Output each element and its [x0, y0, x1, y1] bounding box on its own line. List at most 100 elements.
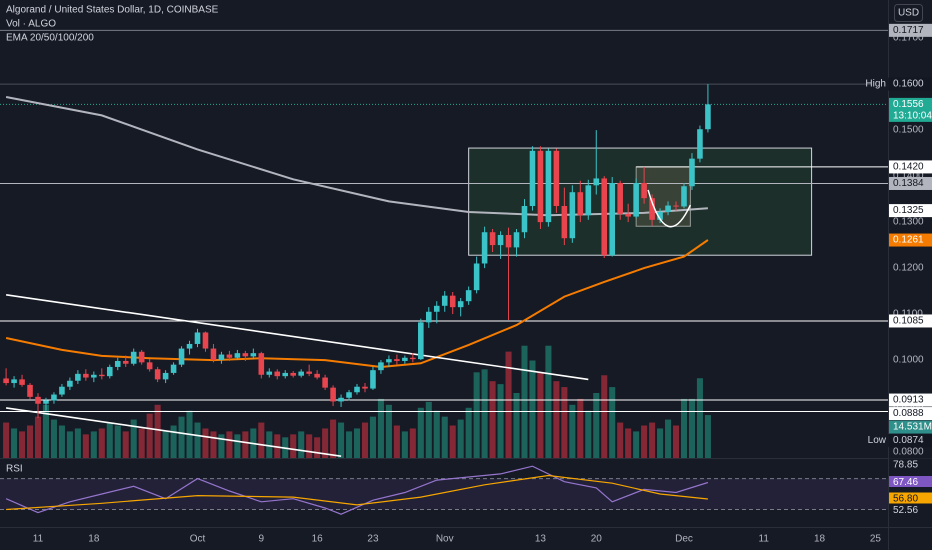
candle-body [274, 371, 281, 377]
candle-body [11, 379, 17, 384]
y-tick-label: 0.1000 [893, 355, 924, 366]
candle-body [186, 343, 193, 349]
y-tick-label: 0.1300 [893, 217, 924, 228]
volume-bar [585, 410, 592, 458]
overlay: Algorand / United States Dollar, 1D, COI… [6, 4, 932, 516]
extreme-tag: High [865, 79, 886, 90]
volume-bar [457, 419, 464, 458]
price-badge-label: 56.80 [893, 493, 918, 504]
price-badge-label: 0.1085 [893, 315, 924, 326]
volume-bar [633, 431, 640, 458]
volume-bar [162, 431, 169, 458]
price-badge [889, 97, 932, 122]
volume-bar [330, 419, 337, 458]
volume-bar [521, 345, 528, 458]
volume-bar [234, 434, 241, 458]
candle-body [99, 374, 105, 377]
candle-body [705, 104, 711, 130]
candle-body [242, 353, 249, 357]
price-badge [889, 204, 932, 218]
candle-body [218, 354, 225, 361]
candle-body [585, 185, 592, 216]
rsi-pane [0, 465, 888, 515]
volume-bar [274, 434, 281, 458]
volume-bar [569, 404, 576, 458]
candle-body [154, 369, 161, 380]
volume-bar [290, 434, 297, 458]
volume-bar [417, 407, 424, 458]
volume-bar [489, 381, 496, 458]
candle-body [505, 234, 512, 248]
price-badge [889, 233, 932, 247]
volume-bar [42, 404, 50, 458]
candle-body [537, 150, 544, 223]
candle-body [346, 392, 352, 398]
volume-bar [242, 431, 249, 458]
x-tick-label: 18 [88, 534, 100, 545]
candle-body [394, 359, 400, 361]
candle-body [545, 150, 552, 223]
volume-bar [361, 422, 369, 458]
volume-bar [513, 392, 520, 458]
volume-bar [138, 428, 145, 458]
candle-body [465, 290, 472, 302]
volume-bar [465, 407, 472, 458]
volume-bar [178, 416, 185, 458]
volume-legend: Vol · ALGO [6, 19, 56, 30]
rsi-line [6, 474, 708, 511]
volume-bar [226, 431, 233, 458]
price-badge-label: 0.1420 [893, 161, 924, 172]
candle-body [43, 400, 49, 404]
volume-bar [593, 392, 600, 458]
candle-body [202, 332, 209, 349]
candle-body [130, 351, 137, 364]
consolidation-box [468, 147, 813, 256]
price-badge-label: 67.46 [893, 477, 918, 488]
candle-body [449, 295, 456, 308]
price-badge-label: 0.1600 [893, 79, 924, 90]
candle-body [162, 372, 169, 380]
y-tick-label: 0.1400 [893, 171, 924, 182]
candle-body [3, 378, 9, 384]
volume-bar [529, 360, 536, 458]
volume-bar [393, 425, 400, 458]
volume-bar [314, 437, 321, 458]
candle-body [410, 357, 416, 360]
rsi-line [5, 465, 709, 515]
volume-bar [473, 372, 480, 458]
x-tick-label: Oct [190, 534, 206, 545]
x-tick-label: Dec [675, 534, 693, 545]
price-badge [889, 420, 932, 434]
x-tick-label: 20 [591, 534, 603, 545]
volume-bar [338, 422, 345, 458]
x-tick-label: 25 [870, 534, 882, 545]
candle-body [457, 301, 464, 308]
volume-bar [346, 431, 353, 458]
volume-bar [641, 425, 648, 458]
volume-bar [353, 428, 361, 458]
price-badge [889, 314, 932, 328]
candle-body [290, 372, 296, 376]
candle-body [330, 387, 336, 402]
volume-bar [130, 419, 137, 458]
x-tick-label: 9 [259, 534, 265, 545]
ema-legend: EMA 20/50/100/200 [6, 33, 94, 44]
volume-bar [665, 419, 672, 458]
candle-body [673, 205, 679, 207]
price-badge [889, 77, 932, 91]
volume-bar [672, 425, 680, 458]
y-tick-label: 0.1700 [893, 33, 924, 44]
price-badge [889, 23, 932, 37]
volume-bar [106, 422, 113, 458]
volume-bar [561, 387, 568, 458]
price-badge-label: 0.1717 [893, 25, 924, 36]
candle-body [138, 351, 145, 363]
currency-button[interactable] [894, 4, 923, 22]
candle-body [19, 379, 25, 385]
volume-bar [704, 415, 711, 458]
volume-bar [625, 428, 632, 458]
price-badge-label: 0.1556 [893, 99, 924, 110]
candle-body [75, 373, 81, 381]
candle-body [569, 192, 576, 239]
